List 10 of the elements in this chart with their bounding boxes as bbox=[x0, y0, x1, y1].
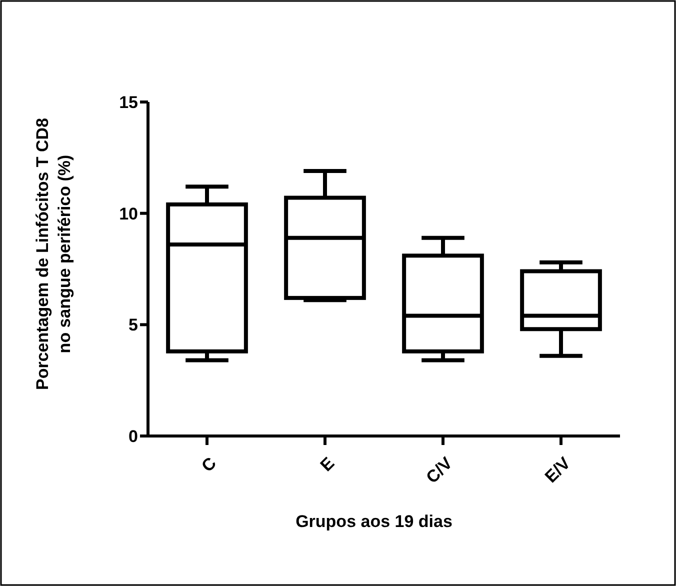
y-tick-label: 15 bbox=[119, 92, 138, 112]
x-tick-label: E/V bbox=[541, 453, 574, 486]
y-axis-title: Porcentagem de Linfócitos T CD8 no sangue periférico (%) bbox=[33, 118, 74, 390]
x-axis-title: Grupos aos 19 dias bbox=[296, 512, 452, 531]
x-tick-label: C/V bbox=[422, 453, 456, 488]
y-tick-label: 0 bbox=[128, 426, 138, 446]
y-tick-label: 5 bbox=[128, 316, 138, 335]
y-tick-label: 10 bbox=[119, 204, 138, 224]
x-tick-label: E bbox=[316, 454, 338, 476]
x-tick-label: C bbox=[198, 454, 220, 476]
